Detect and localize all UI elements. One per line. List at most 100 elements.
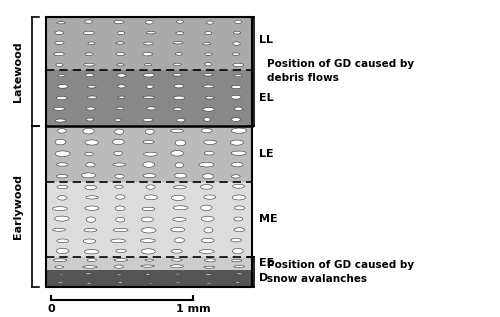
Ellipse shape	[118, 281, 122, 284]
Ellipse shape	[58, 129, 66, 133]
Ellipse shape	[113, 228, 128, 232]
Ellipse shape	[175, 163, 184, 168]
Ellipse shape	[52, 207, 68, 211]
Ellipse shape	[86, 107, 95, 110]
Ellipse shape	[86, 196, 98, 199]
Ellipse shape	[88, 96, 97, 99]
Ellipse shape	[84, 63, 94, 66]
Ellipse shape	[231, 238, 241, 242]
Ellipse shape	[144, 42, 154, 45]
Ellipse shape	[144, 152, 158, 156]
Ellipse shape	[145, 259, 154, 261]
Ellipse shape	[84, 229, 97, 232]
Ellipse shape	[204, 195, 216, 199]
Ellipse shape	[55, 266, 64, 268]
Ellipse shape	[118, 31, 125, 35]
Ellipse shape	[113, 163, 126, 166]
Ellipse shape	[116, 64, 124, 66]
Ellipse shape	[86, 217, 96, 222]
Ellipse shape	[145, 21, 154, 24]
Ellipse shape	[146, 107, 156, 110]
Ellipse shape	[232, 162, 243, 167]
Ellipse shape	[83, 239, 96, 243]
Ellipse shape	[206, 282, 212, 284]
Ellipse shape	[175, 140, 186, 146]
Ellipse shape	[56, 96, 67, 100]
Ellipse shape	[117, 107, 123, 110]
Ellipse shape	[171, 249, 182, 253]
Ellipse shape	[142, 118, 153, 121]
Ellipse shape	[176, 20, 184, 23]
Ellipse shape	[205, 274, 212, 276]
Ellipse shape	[116, 195, 125, 199]
Ellipse shape	[85, 206, 99, 210]
Ellipse shape	[234, 266, 244, 268]
Ellipse shape	[174, 173, 186, 178]
Ellipse shape	[172, 258, 182, 261]
Ellipse shape	[52, 228, 66, 231]
Ellipse shape	[232, 118, 240, 121]
Ellipse shape	[85, 140, 98, 145]
Ellipse shape	[171, 151, 183, 156]
Ellipse shape	[234, 217, 243, 221]
Ellipse shape	[170, 129, 183, 133]
Ellipse shape	[144, 195, 158, 200]
Ellipse shape	[203, 107, 214, 111]
Ellipse shape	[173, 206, 188, 210]
Ellipse shape	[57, 22, 65, 24]
Ellipse shape	[142, 207, 155, 211]
Ellipse shape	[56, 175, 68, 178]
Ellipse shape	[174, 42, 183, 44]
Ellipse shape	[56, 119, 66, 122]
Ellipse shape	[143, 96, 154, 99]
Ellipse shape	[116, 206, 125, 211]
Ellipse shape	[140, 239, 156, 243]
Ellipse shape	[231, 95, 241, 99]
Ellipse shape	[234, 228, 244, 232]
Ellipse shape	[84, 249, 99, 254]
Ellipse shape	[56, 248, 69, 254]
Ellipse shape	[57, 281, 64, 283]
Ellipse shape	[170, 265, 183, 268]
Ellipse shape	[171, 195, 185, 200]
Ellipse shape	[114, 129, 124, 134]
Text: LL: LL	[259, 35, 273, 45]
Ellipse shape	[204, 152, 214, 155]
Ellipse shape	[88, 42, 95, 45]
Ellipse shape	[54, 216, 69, 221]
Ellipse shape	[115, 185, 123, 188]
Text: Latewood: Latewood	[14, 41, 24, 101]
Ellipse shape	[204, 73, 212, 76]
Ellipse shape	[200, 184, 212, 189]
Ellipse shape	[232, 175, 240, 178]
Ellipse shape	[200, 249, 214, 253]
Ellipse shape	[202, 238, 214, 243]
Ellipse shape	[204, 259, 216, 262]
Ellipse shape	[206, 21, 214, 24]
Ellipse shape	[171, 227, 185, 232]
Ellipse shape	[86, 163, 95, 167]
Ellipse shape	[88, 86, 96, 88]
Text: LE: LE	[259, 149, 274, 158]
Ellipse shape	[203, 42, 210, 45]
Ellipse shape	[174, 238, 184, 243]
Ellipse shape	[142, 53, 152, 56]
Ellipse shape	[202, 174, 213, 179]
Ellipse shape	[231, 86, 241, 89]
Ellipse shape	[172, 218, 186, 221]
Bar	[46, 270, 253, 287]
Ellipse shape	[174, 63, 181, 66]
Ellipse shape	[58, 274, 64, 275]
Bar	[46, 257, 253, 270]
Ellipse shape	[82, 173, 96, 178]
Text: Position of GD caused by
debris flows: Position of GD caused by debris flows	[268, 59, 414, 83]
Ellipse shape	[112, 139, 124, 145]
Bar	[46, 17, 253, 287]
Ellipse shape	[57, 185, 68, 189]
Ellipse shape	[204, 53, 212, 55]
Text: Position of GD caused by
snow avalanches: Position of GD caused by snow avalanches	[268, 260, 414, 284]
Ellipse shape	[232, 260, 242, 262]
Ellipse shape	[176, 53, 182, 55]
Ellipse shape	[233, 31, 240, 34]
Ellipse shape	[116, 274, 122, 275]
